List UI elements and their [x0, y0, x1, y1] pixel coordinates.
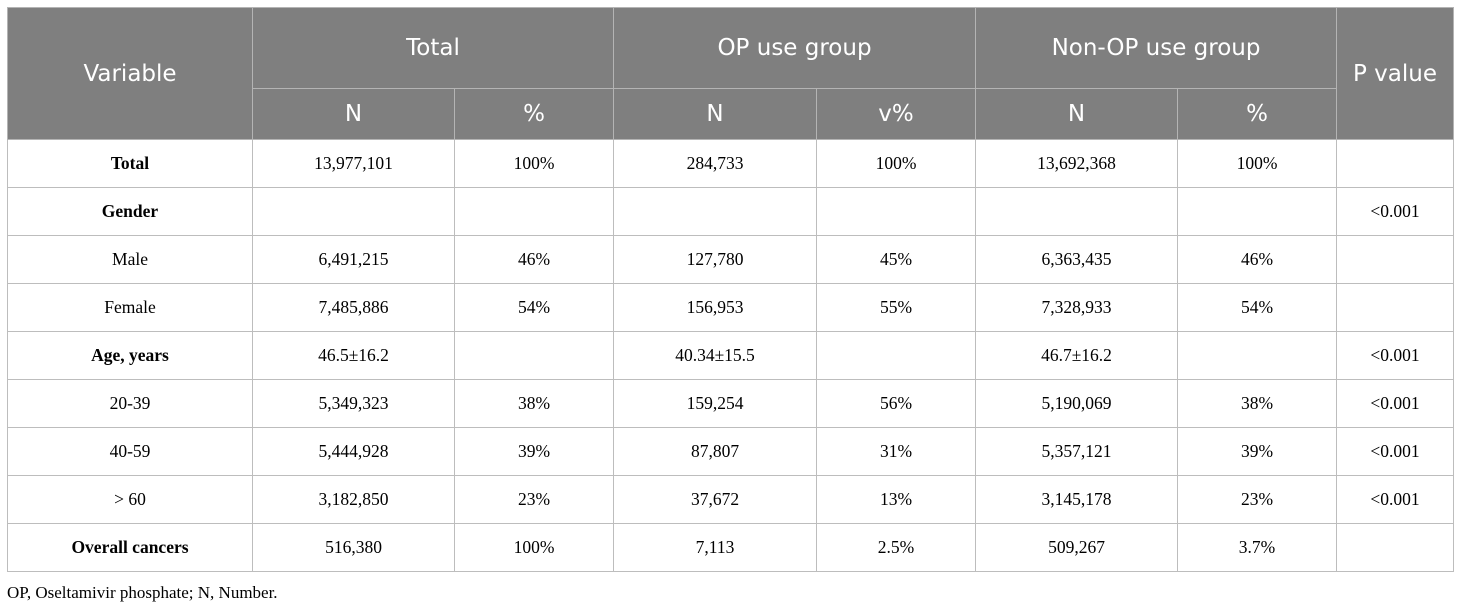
cell-total-percent: 39% [454, 427, 614, 476]
subheader-total-n: N [252, 88, 455, 140]
cell-op-percent: 56% [815, 379, 977, 428]
cell-total-percent: 100% [454, 523, 614, 572]
cell-total-n: 3,182,850 [252, 475, 455, 524]
cell-total-percent: 46% [454, 235, 614, 284]
cell-total-n: 5,349,323 [252, 379, 455, 428]
cell-non-op-percent: 46% [1177, 235, 1338, 284]
cell-non-op-n: 5,357,121 [975, 427, 1179, 476]
cell-p-value [1336, 283, 1455, 332]
row-label: 40-59 [7, 427, 253, 476]
cell-total-percent [454, 331, 614, 380]
cell-total-percent: 23% [454, 475, 614, 524]
header-p-value: P value [1336, 7, 1455, 140]
subheader-op-percent: v% [815, 88, 977, 140]
cell-op-n [613, 187, 817, 236]
cell-op-percent: 55% [815, 283, 977, 332]
cell-non-op-percent: 100% [1177, 139, 1338, 188]
cell-op-n: 7,113 [613, 523, 817, 572]
cell-p-value [1336, 139, 1455, 188]
cell-op-percent: 2.5% [815, 523, 977, 572]
subheader-row: N % N v% N % [8, 88, 1454, 140]
header-non-op-use-group: Non-OP use group [975, 7, 1338, 89]
header-total: Total [252, 7, 614, 89]
cell-non-op-percent [1177, 187, 1338, 236]
subheader-op-n: N [613, 88, 817, 140]
cell-p-value: <0.001 [1336, 427, 1455, 476]
cell-op-n: 159,254 [613, 379, 817, 428]
cell-op-percent [815, 331, 977, 380]
cell-op-percent: 100% [815, 139, 977, 188]
cell-total-n: 5,444,928 [252, 427, 455, 476]
subheader-non-op-percent: % [1177, 88, 1338, 140]
cell-non-op-percent: 3.7% [1177, 523, 1338, 572]
cell-total-n: 516,380 [252, 523, 455, 572]
table-row: Gender <0.001 [7, 187, 1455, 236]
cell-total-n: 6,491,215 [252, 235, 455, 284]
cell-op-percent [815, 187, 977, 236]
cell-op-n: 40.34±15.5 [613, 331, 817, 380]
header-row: Variable Total OP use group Non-OP use g… [7, 7, 1455, 140]
header-variable: Variable [7, 7, 253, 140]
cell-non-op-percent [1177, 331, 1338, 380]
cell-total-n: 13,977,101 [252, 139, 455, 188]
cell-p-value [1336, 523, 1455, 572]
table-row: > 60 3,182,850 23% 37,672 13% 3,145,178 … [7, 475, 1455, 524]
cell-p-value: <0.001 [1336, 475, 1455, 524]
cell-op-percent: 13% [815, 475, 977, 524]
cell-total-percent: 38% [454, 379, 614, 428]
cell-non-op-percent: 39% [1177, 427, 1338, 476]
row-label: Age, years [7, 331, 253, 380]
table-row: Total 13,977,101 100% 284,733 100% 13,69… [7, 139, 1455, 188]
table-row: 40-59 5,444,928 39% 87,807 31% 5,357,121… [7, 427, 1455, 476]
cell-op-n: 156,953 [613, 283, 817, 332]
table-row: Male 6,491,215 46% 127,780 45% 6,363,435… [7, 235, 1455, 284]
cell-non-op-n: 509,267 [975, 523, 1179, 572]
header-op-use-group: OP use group [612, 7, 977, 89]
row-label: > 60 [7, 475, 253, 524]
cell-p-value: <0.001 [1336, 379, 1455, 428]
row-label: Female [7, 283, 253, 332]
cell-non-op-percent: 38% [1177, 379, 1338, 428]
cell-non-op-n: 3,145,178 [975, 475, 1179, 524]
cell-op-n: 37,672 [613, 475, 817, 524]
row-label: Total [7, 139, 253, 188]
cell-total-n [252, 187, 455, 236]
cell-non-op-n [975, 187, 1179, 236]
cell-non-op-n: 46.7±16.2 [975, 331, 1179, 380]
cell-total-percent: 54% [454, 283, 614, 332]
cell-op-percent: 45% [815, 235, 977, 284]
row-label: 20-39 [7, 379, 253, 428]
cell-non-op-n: 13,692,368 [975, 139, 1179, 188]
table-row: Age, years 46.5±16.2 40.34±15.5 46.7±16.… [7, 331, 1455, 380]
table-row: Overall cancers 516,380 100% 7,113 2.5% … [7, 523, 1455, 572]
cell-total-percent: 100% [454, 139, 614, 188]
table-row: Female 7,485,886 54% 156,953 55% 7,328,9… [7, 283, 1455, 332]
cell-non-op-percent: 23% [1177, 475, 1338, 524]
subheader-total-percent: % [454, 88, 614, 140]
row-label: Male [7, 235, 253, 284]
cell-op-percent: 31% [815, 427, 977, 476]
cell-op-n: 127,780 [613, 235, 817, 284]
cell-non-op-n: 7,328,933 [975, 283, 1179, 332]
cell-p-value [1336, 235, 1455, 284]
row-label: Gender [7, 187, 253, 236]
cell-total-n: 46.5±16.2 [252, 331, 455, 380]
cell-non-op-n: 6,363,435 [975, 235, 1179, 284]
cell-non-op-percent: 54% [1177, 283, 1338, 332]
cell-op-n: 284,733 [613, 139, 817, 188]
subheader-non-op-n: N [975, 88, 1179, 140]
cell-total-n: 7,485,886 [252, 283, 455, 332]
table-footnote: OP, Oseltamivir phosphate; N, Number. [7, 583, 278, 602]
cell-total-percent [454, 187, 614, 236]
cell-op-n: 87,807 [613, 427, 817, 476]
cell-p-value: <0.001 [1336, 187, 1455, 236]
cell-p-value: <0.001 [1336, 331, 1455, 380]
row-label: Overall cancers [7, 523, 253, 572]
table-row: 20-39 5,349,323 38% 159,254 56% 5,190,06… [7, 379, 1455, 428]
data-table: Variable Total OP use group Non-OP use g… [7, 7, 1455, 572]
cell-non-op-n: 5,190,069 [975, 379, 1179, 428]
